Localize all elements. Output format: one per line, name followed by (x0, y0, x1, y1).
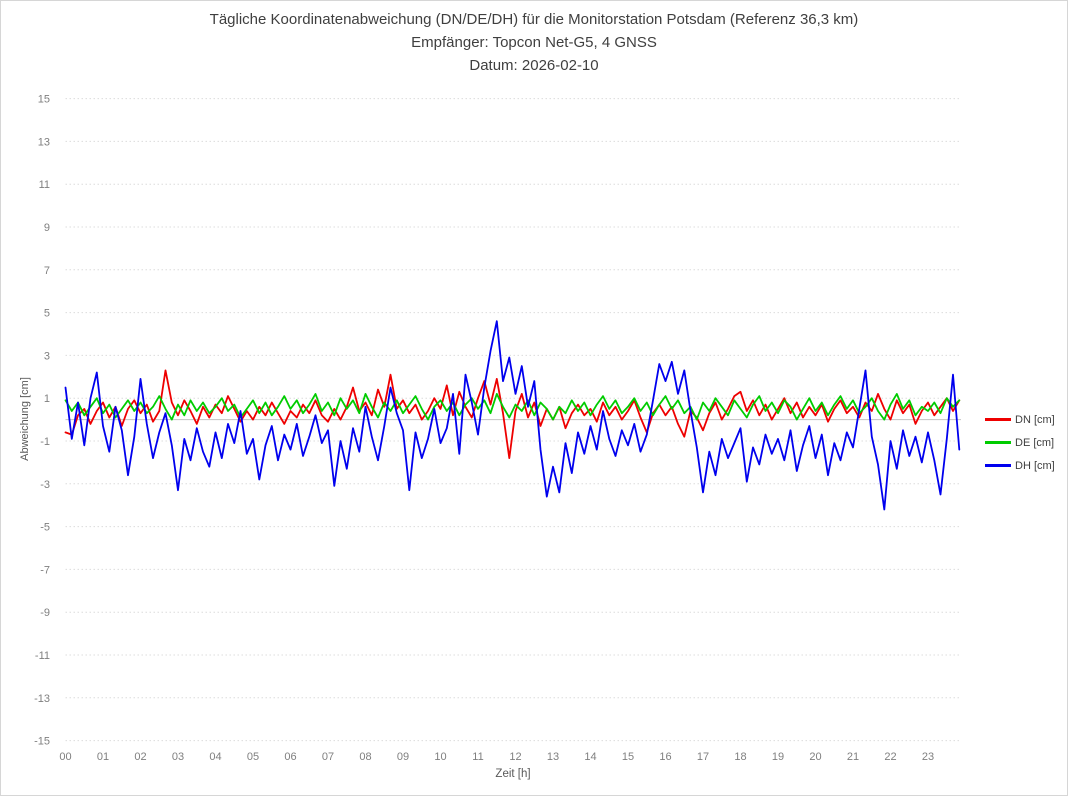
x-tick-label: 15 (622, 751, 634, 763)
y-tick-label: -9 (40, 607, 50, 619)
y-tick-label: -5 (40, 522, 50, 534)
x-tick-label: 12 (509, 751, 521, 763)
x-tick-label: 02 (134, 751, 146, 763)
legend-label-dn: DN [cm] (1015, 413, 1055, 426)
x-tick-label: 13 (547, 751, 559, 763)
legend-label-dh: DH [cm] (1015, 459, 1055, 472)
legend: DN [cm] DE [cm] DH [cm] (985, 408, 1055, 477)
de-line-swatch (985, 441, 1011, 444)
series-line-de (64, 392, 961, 421)
x-tick-label: 19 (772, 751, 784, 763)
x-tick-label: 10 (434, 751, 446, 763)
x-tick-label: 07 (322, 751, 334, 763)
series-line-dn (64, 369, 961, 460)
y-tick-label: 15 (38, 94, 50, 106)
x-tick-label: 04 (209, 751, 221, 763)
legend-label-de: DE [cm] (1015, 436, 1055, 449)
y-tick-label: -13 (34, 693, 50, 705)
chart-title: Tägliche Koordinatenabweichung (DN/DE/DH… (209, 11, 859, 28)
legend-item-dh: DH [cm] (985, 454, 1055, 477)
x-tick-label: 05 (247, 751, 259, 763)
x-tick-label: 17 (697, 751, 709, 763)
x-tick-label: 06 (284, 751, 296, 763)
y-tick-label: -7 (40, 564, 50, 576)
y-tick-label: -11 (35, 650, 50, 662)
x-tick-label: 21 (847, 751, 859, 763)
x-tick-label: 23 (922, 751, 934, 763)
y-tick-label: 5 (44, 308, 50, 320)
x-tick-label: 09 (397, 751, 409, 763)
dn-line-swatch (985, 418, 1011, 421)
y-tick-label: -3 (40, 479, 50, 491)
x-tick-label: 22 (884, 751, 896, 763)
chart-title-block: Tägliche Koordinatenabweichung (DN/DE/DH… (1, 8, 1067, 77)
y-tick-label: 1 (44, 393, 50, 405)
y-tick-label: 3 (44, 350, 50, 362)
y-tick-label: 7 (44, 265, 50, 277)
legend-item-dn: DN [cm] (985, 408, 1055, 431)
x-tick-label: 18 (734, 751, 746, 763)
y-tick-label: -1 (40, 436, 50, 448)
y-tick-label: -15 (34, 736, 50, 748)
series-line-dh (64, 320, 961, 511)
x-tick-label: 16 (659, 751, 671, 763)
y-tick-label: 11 (39, 179, 50, 191)
chart-subtitle-date: Datum: 2026-02-10 (469, 57, 599, 74)
x-axis-title: Zeit [h] (495, 768, 531, 780)
x-tick-label: 20 (809, 751, 821, 763)
y-axis-title: Abweichung [cm] (19, 377, 31, 461)
y-tick-label: 9 (44, 222, 50, 234)
y-tick-label: 13 (38, 136, 50, 148)
x-tick-label: 03 (172, 751, 184, 763)
chart-subtitle-receiver: Empfänger: Topcon Net-G5, 4 GNSS (411, 34, 657, 51)
x-tick-label: 14 (584, 751, 596, 763)
x-tick-label: 00 (59, 751, 71, 763)
legend-item-de: DE [cm] (985, 431, 1055, 454)
x-tick-label: 08 (359, 751, 371, 763)
x-tick-label: 11 (472, 751, 483, 763)
dh-line-swatch (985, 464, 1011, 467)
x-tick-label: 01 (97, 751, 109, 763)
